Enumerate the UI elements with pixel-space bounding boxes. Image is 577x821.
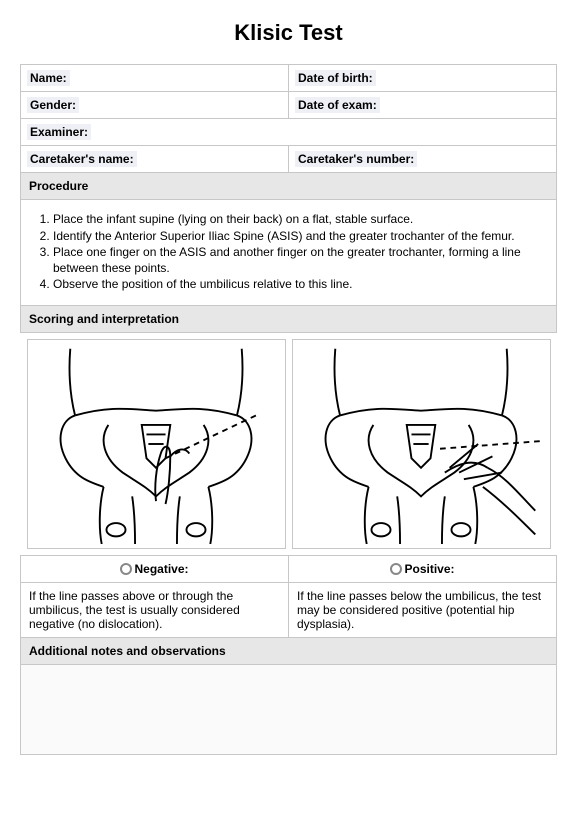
notes-area[interactable] (21, 664, 557, 754)
label-caretaker-number: Caretaker's number: (295, 151, 417, 167)
section-scoring-header: Scoring and interpretation (21, 305, 557, 332)
procedure-step: Identify the Anterior Superior Iliac Spi… (53, 229, 548, 245)
illustration-positive (292, 339, 551, 549)
label-negative: Negative (134, 562, 184, 576)
label-positive: Positive (404, 562, 450, 576)
form-table: Name: Date of birth: Gender: Date of exa… (20, 64, 557, 755)
procedure-list: Place the infant supine (lying on their … (29, 212, 548, 293)
section-notes-header: Additional notes and observations (21, 637, 557, 664)
label-examiner: Examiner: (27, 124, 91, 140)
section-procedure-header: Procedure (21, 173, 557, 200)
label-gender: Gender: (27, 97, 79, 113)
images-row (21, 332, 557, 555)
desc-positive: If the line passes below the umbilicus, … (289, 582, 557, 637)
procedure-step: Observe the position of the umbilicus re… (53, 277, 548, 293)
radio-negative[interactable] (120, 563, 132, 575)
desc-negative: If the line passes above or through the … (21, 582, 289, 637)
field-name[interactable]: Name: (21, 65, 289, 92)
result-positive-cell[interactable]: Positive: (289, 555, 557, 582)
label-dob: Date of birth: (295, 70, 376, 86)
field-exam-date[interactable]: Date of exam: (289, 92, 557, 119)
field-gender[interactable]: Gender: (21, 92, 289, 119)
field-caretaker-number[interactable]: Caretaker's number: (289, 146, 557, 173)
label-name: Name: (27, 70, 70, 86)
field-dob[interactable]: Date of birth: (289, 65, 557, 92)
procedure-step: Place one finger on the ASIS and another… (53, 245, 548, 276)
illustration-negative (27, 339, 286, 549)
anatomy-svg-positive (296, 344, 546, 544)
radio-positive[interactable] (390, 563, 402, 575)
result-negative-cell[interactable]: Negative: (21, 555, 289, 582)
label-caretaker-name: Caretaker's name: (27, 151, 137, 167)
page-title: Klisic Test (20, 20, 557, 46)
field-examiner[interactable]: Examiner: (21, 119, 557, 146)
procedure-step: Place the infant supine (lying on their … (53, 212, 548, 228)
procedure-body: Place the infant supine (lying on their … (21, 200, 557, 306)
anatomy-svg-negative (31, 344, 281, 544)
field-caretaker-name[interactable]: Caretaker's name: (21, 146, 289, 173)
label-exam-date: Date of exam: (295, 97, 380, 113)
